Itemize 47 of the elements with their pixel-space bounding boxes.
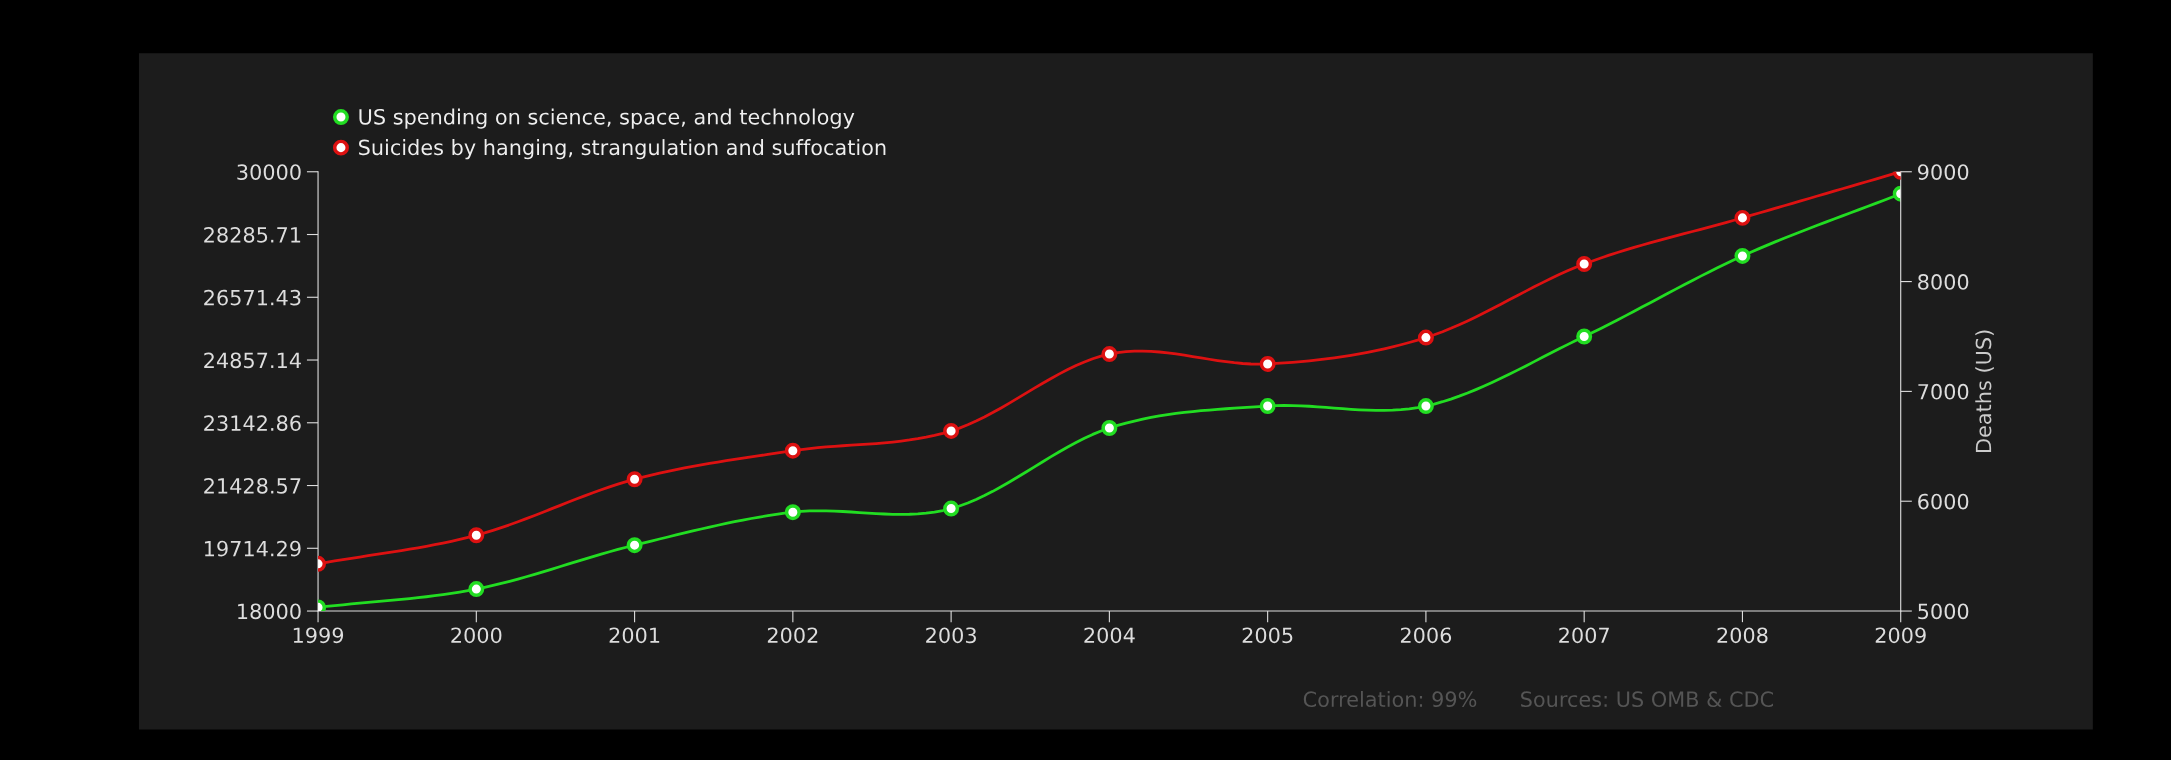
point [784, 442, 801, 459]
x-tick-label: 2006 [1400, 627, 1452, 644]
x-tick-label: 2004 [1084, 627, 1135, 644]
y-tick-label: 19714.29 [204, 540, 301, 557]
x-tick-label: 2005 [1242, 627, 1293, 644]
point [1734, 247, 1751, 264]
point [1734, 209, 1751, 226]
point [1259, 355, 1276, 372]
y-tick-label: 21428.57 [204, 477, 301, 494]
point [1259, 398, 1276, 415]
x-tick-label: 1999 [293, 627, 344, 644]
y2-tick-label: 6000 [1918, 493, 1969, 510]
point [468, 527, 485, 544]
y-tick-label: 26571.43 [204, 289, 301, 306]
point [943, 422, 960, 439]
x-tick-label: 2007 [1559, 627, 1609, 644]
text: Correlation: 99% [1303, 690, 1477, 708]
point [1417, 329, 1434, 346]
y-tick-label: 24857.14 [204, 352, 301, 369]
x-tick-label: 2001 [609, 627, 660, 644]
x-tick-label: 2008 [1717, 627, 1768, 644]
y-tick-label: 23142.86 [204, 415, 301, 431]
y2-tick-label: 5000 [1918, 603, 1969, 620]
point [626, 471, 643, 488]
x-tick-label: 2000 [451, 627, 502, 644]
y2-tick-label: 7000 [1918, 383, 1969, 400]
source-note: Sources: US OMB & CDC [1521, 691, 1773, 708]
y2-axis-title: Deaths (US) [1975, 330, 1994, 452]
point [943, 500, 960, 517]
x-tick-label: 2002 [767, 627, 818, 644]
y2-tick-label: 8000 [1918, 274, 1969, 290]
y2-tick-label: 9000 [1917, 164, 1969, 180]
point [1101, 346, 1118, 363]
point [1101, 420, 1118, 436]
point [626, 537, 643, 554]
x-tick-label: 2003 [926, 627, 976, 644]
point [468, 581, 485, 598]
point [1576, 328, 1593, 345]
legend-label: US spending on science, space, and technology [359, 108, 855, 129]
point [784, 504, 801, 521]
y-tick-label: 18000 [238, 603, 301, 620]
legend-label: Suicides by hanging, strangulation and suffocation [359, 139, 886, 160]
y-tick-label: 30000 [237, 164, 301, 180]
x-tick-label: 2009 [1875, 627, 1926, 644]
y-tick-label: 28285.71 [204, 226, 301, 243]
point [1417, 398, 1434, 415]
point [1576, 256, 1593, 272]
